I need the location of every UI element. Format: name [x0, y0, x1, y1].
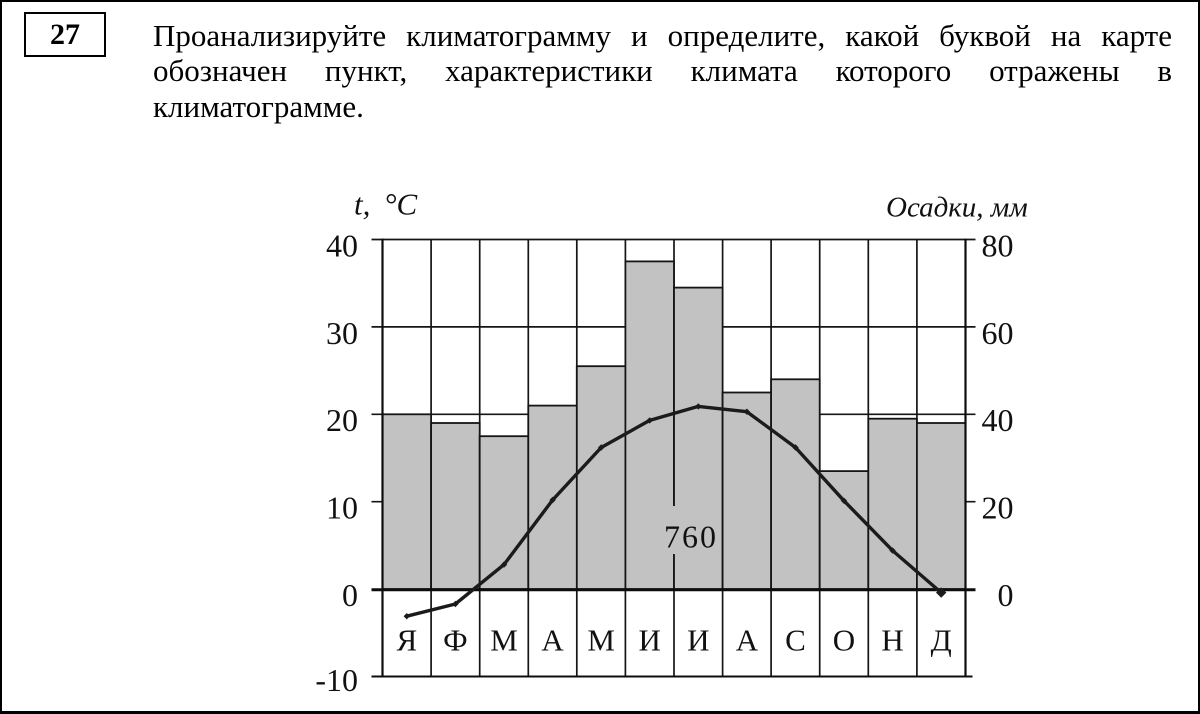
svg-text:30: 30 — [326, 315, 358, 351]
svg-text:Д: Д — [931, 623, 952, 658]
svg-text:М: М — [587, 623, 615, 658]
svg-text:0: 0 — [342, 577, 358, 613]
svg-text:20: 20 — [982, 490, 1014, 526]
svg-text:20: 20 — [326, 402, 358, 438]
svg-text:Осадки, мм: Осадки, мм — [886, 192, 1028, 224]
svg-text:80: 80 — [982, 227, 1014, 263]
svg-text:760: 760 — [664, 519, 718, 555]
svg-text:С: С — [785, 623, 806, 658]
svg-text:t, °C: t, °C — [354, 187, 418, 222]
svg-text:60: 60 — [982, 315, 1014, 351]
svg-text:М: М — [490, 623, 518, 658]
svg-text:Я: Я — [396, 623, 417, 658]
svg-text:О: О — [833, 623, 855, 658]
svg-text:А: А — [736, 623, 759, 658]
svg-text:И: И — [639, 623, 661, 658]
svg-text:10: 10 — [326, 490, 358, 526]
svg-text:И: И — [687, 623, 709, 658]
svg-text:-10: -10 — [315, 662, 358, 698]
svg-text:Н: Н — [881, 623, 903, 658]
svg-text:40: 40 — [326, 227, 358, 263]
svg-text:40: 40 — [982, 402, 1014, 438]
svg-text:А: А — [541, 623, 564, 658]
svg-text:0: 0 — [998, 577, 1014, 613]
svg-text:Ф: Ф — [443, 623, 468, 658]
